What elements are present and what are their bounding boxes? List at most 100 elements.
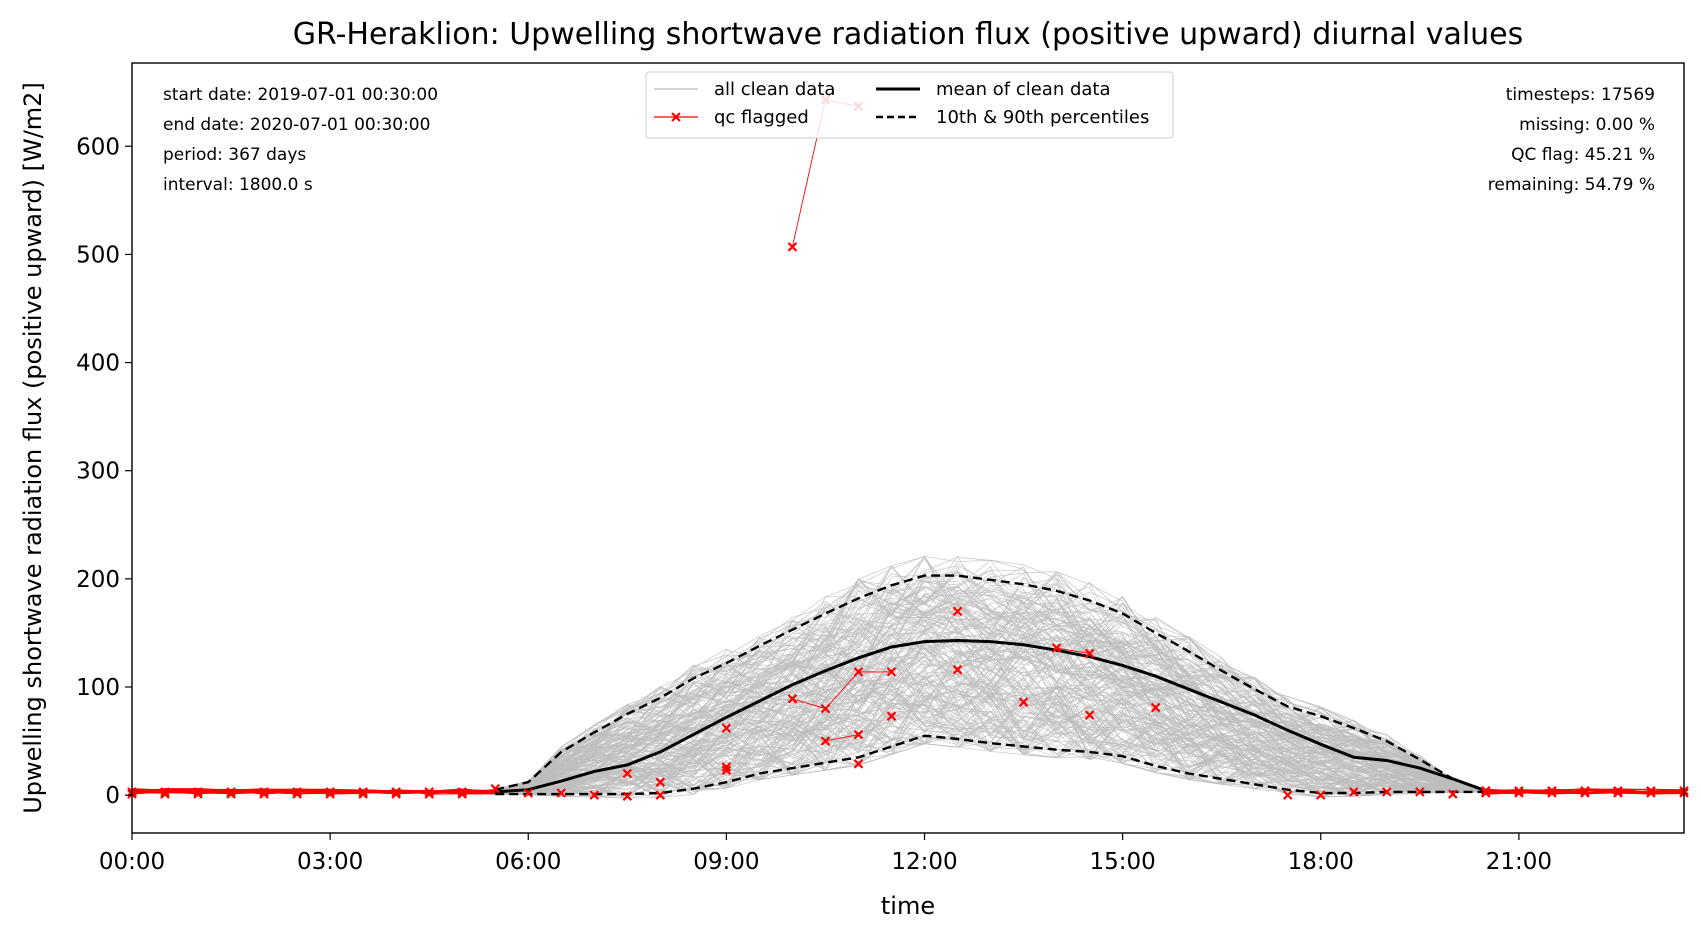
- clean-data-line: [495, 575, 1486, 792]
- qc-flagged-point: [1646, 786, 1656, 796]
- info-left-line: start date: 2019-07-01 00:30:00: [163, 85, 438, 105]
- clean-data-line: [495, 682, 1486, 794]
- qc-flagged-point: [721, 762, 732, 772]
- qc-flagged-point: [853, 667, 864, 677]
- qc-flagged-point: [853, 729, 864, 740]
- qc-flagged-point: [160, 787, 170, 797]
- clean-data-line: [495, 581, 1487, 792]
- info-left-line: interval: 1800.0 s: [163, 175, 313, 195]
- qc-flagged-point: [721, 723, 732, 733]
- x-tick-label: 15:00: [1089, 849, 1155, 875]
- qc-flagged-point: [622, 768, 633, 779]
- qc-flagged-point: [457, 787, 467, 797]
- y-tick-label: 200: [76, 567, 120, 593]
- qc-flagged-point: [1349, 787, 1359, 797]
- qc-flagged-point: [721, 765, 732, 776]
- clean-data-line: [495, 555, 1487, 792]
- info-right-line: missing: 0.00 %: [1519, 115, 1655, 135]
- x-tick-label: 00:00: [99, 849, 165, 875]
- qc-flagged-point: [457, 789, 467, 799]
- legend-swatch-flagged-marker: [671, 112, 681, 122]
- clean-data-line: [495, 690, 1486, 796]
- info-right-line: timesteps: 17569: [1506, 85, 1655, 105]
- qc-flagged-point: [556, 788, 567, 798]
- clean-data-line: [495, 693, 1486, 798]
- clean-data-line: [495, 691, 1486, 795]
- plot-frame: [131, 62, 1685, 834]
- qc-flagged-point: [820, 736, 831, 746]
- qc-flagged-point: [160, 789, 170, 799]
- clean-data-line: [495, 617, 1486, 792]
- qc-flagged-point: [1580, 788, 1590, 798]
- qc-flagged-point: [193, 787, 203, 797]
- qc-flagged-point: [358, 789, 368, 799]
- mean-line: [495, 638, 1487, 794]
- qc-flagged-point: [1481, 786, 1491, 796]
- qc-flagged-point: [292, 787, 302, 797]
- legend-label: all clean data: [714, 79, 835, 100]
- legend-label: 10th & 90th percentiles: [936, 107, 1149, 128]
- clean-data-line: [495, 589, 1486, 792]
- qc-flagged-point: [952, 664, 963, 675]
- qc-flagged-point: [226, 787, 236, 797]
- legend-box: [645, 71, 1174, 139]
- clean-data-line: [495, 572, 1487, 792]
- qc-flagged-point: [1547, 788, 1557, 798]
- qc-flagged-point: [424, 789, 434, 799]
- clean-data-line: [495, 649, 1486, 794]
- x-axis-label: time: [881, 892, 935, 920]
- qc-flagged-segment: [1056, 647, 1090, 654]
- qc-flagged-point: [886, 711, 897, 721]
- qc-flagged-point: [1084, 710, 1095, 720]
- qc-flagged-point: [391, 789, 401, 799]
- y-tick-label: 300: [76, 459, 120, 485]
- clean-data-line: [495, 589, 1487, 792]
- qc-flagged-point: [226, 789, 236, 799]
- y-tick-label: 100: [76, 675, 120, 701]
- qc-flagged-point: [1018, 697, 1029, 707]
- qc-flagged-point: [1282, 790, 1293, 800]
- qc-flagged-point: [886, 667, 897, 677]
- percentile-90-line: [494, 574, 1487, 792]
- qc-flagged-point: [589, 790, 600, 800]
- qc-flagged-point: [1613, 788, 1623, 798]
- x-tick-label: 12:00: [891, 849, 957, 875]
- clean-data-line: [495, 664, 1486, 793]
- clean-data-line: [495, 637, 1486, 793]
- qc-flagged-point: [1415, 787, 1425, 797]
- qc-flagged-point: [1084, 648, 1095, 659]
- qc-flagged-point: [853, 759, 864, 769]
- clean-data-line: [495, 625, 1486, 792]
- clean-data-line: [495, 684, 1486, 794]
- x-tick-label: 03:00: [297, 849, 363, 875]
- qc-flagged-point: [1514, 788, 1524, 798]
- info-right-line: remaining: 54.79 %: [1488, 175, 1655, 195]
- x-tick-label: 21:00: [1486, 849, 1552, 875]
- y-axis: 0 100 200 300 400 500 600: [76, 134, 132, 809]
- y-tick-label: 600: [76, 134, 120, 160]
- x-tick-label: 09:00: [693, 849, 759, 875]
- qc-flagged-segment: [792, 671, 892, 710]
- qc-flagged-point: [952, 606, 963, 617]
- x-tick-label: 06:00: [495, 849, 561, 875]
- qc-flagged-point: [1514, 786, 1524, 796]
- summary-series: [494, 574, 1487, 796]
- clean-data-line: [495, 712, 1486, 799]
- clean-data-line: [495, 691, 1486, 795]
- clean-data-line: [495, 651, 1486, 793]
- x-tick-label: 18:00: [1288, 849, 1354, 875]
- y-tick-label: 500: [76, 242, 120, 268]
- y-tick-label: 0: [105, 783, 120, 809]
- qc-flagged-point: [655, 790, 666, 800]
- qc-flagged-point: [622, 791, 633, 802]
- qc-flagged-point: [358, 787, 368, 797]
- clean-data-line: [495, 569, 1487, 792]
- qc-flagged-point: [787, 694, 798, 704]
- qc-flagged-point: [1051, 643, 1062, 653]
- info-right-line: QC flag: 45.21 %: [1511, 145, 1655, 165]
- qc-flagged-point: [1580, 786, 1590, 796]
- qc-flagged-point: [292, 789, 302, 799]
- qc-flagged-point: [193, 789, 203, 799]
- qc-flagged-point: [1315, 790, 1326, 800]
